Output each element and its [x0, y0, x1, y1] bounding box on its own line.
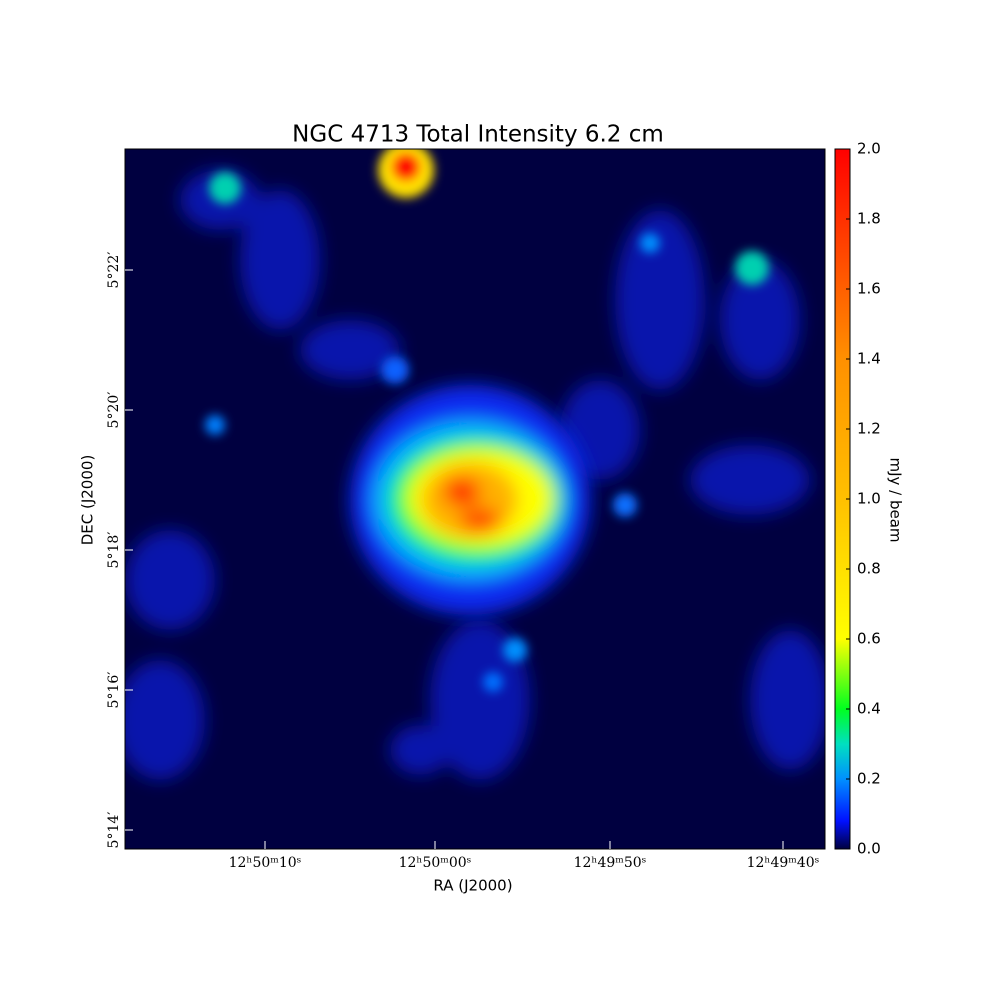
y-tick-label: 5°16′ — [106, 672, 122, 709]
colorbar-tick-label: 1.0 — [857, 490, 881, 508]
colorbar-label: mJy / beam — [887, 457, 905, 542]
colorbar-tick-label: 0.2 — [857, 770, 881, 788]
colorbar-tick-label: 1.8 — [857, 210, 881, 228]
x-axis-label: RA (J2000) — [433, 877, 512, 895]
plot-frame — [124, 148, 826, 850]
x-tick-label: 12ʰ49ᵐ50ˢ — [574, 855, 647, 871]
colorbar-tick-label: 0.6 — [857, 630, 881, 648]
chart-title: NGC 4713 Total Intensity 6.2 cm — [292, 122, 664, 148]
colorbar-tick-label: 2.0 — [857, 140, 881, 158]
intensity-image — [125, 149, 825, 849]
x-tick-label: 12ʰ49ᵐ40ˢ — [747, 855, 820, 871]
y-tick-label: 5°18′ — [106, 532, 122, 569]
colorbar-tick-label: 0.4 — [857, 700, 881, 718]
colorbar-tick-label: 1.4 — [857, 350, 881, 368]
y-tick-label: 5°14′ — [106, 812, 122, 849]
y-axis-label: DEC (J2000) — [79, 455, 97, 546]
y-tick-label: 5°22′ — [106, 252, 122, 289]
colorbar-tick-label: 0.0 — [857, 840, 881, 858]
colorbar-tick-label: 0.8 — [857, 560, 881, 578]
colorbar-tick-label: 1.6 — [857, 280, 881, 298]
y-tick-label: 5°20′ — [106, 392, 122, 429]
colorbar-tick-label: 1.2 — [857, 420, 881, 438]
x-tick-label: 12ʰ50ᵐ10ˢ — [229, 855, 302, 871]
x-tick-label: 12ʰ50ᵐ00ˢ — [399, 855, 472, 871]
